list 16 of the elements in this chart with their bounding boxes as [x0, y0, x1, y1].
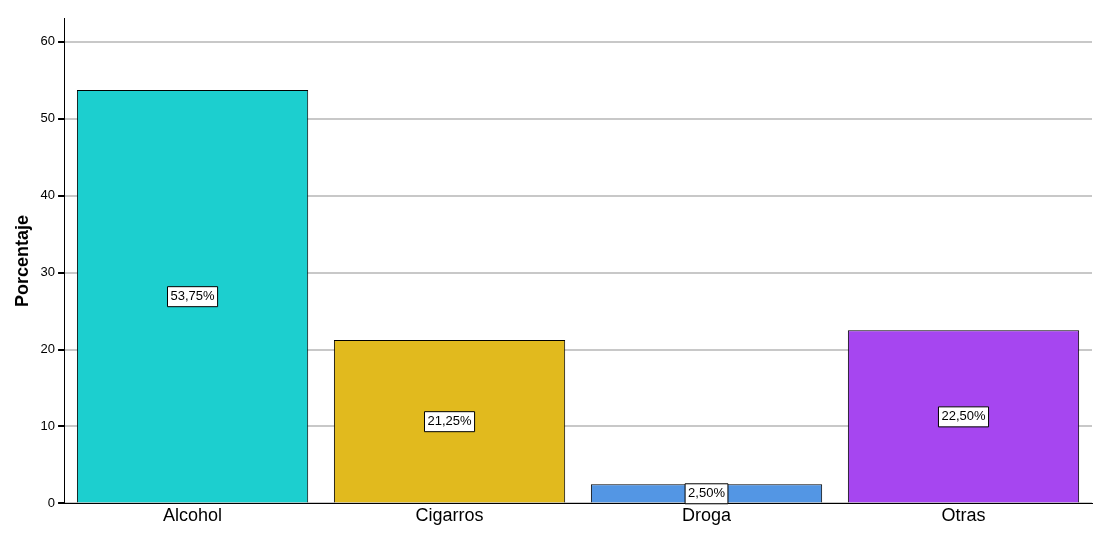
data-label: 53,75% [170, 288, 216, 304]
y-tick-label: 30 [40, 264, 56, 280]
data-label: 21,25% [427, 413, 473, 429]
y-axis-title: Porcentaje [11, 215, 32, 308]
x-tick-label: Cigarros [415, 505, 484, 526]
y-tick-label: 0 [47, 494, 56, 510]
x-tick-label: Droga [682, 505, 733, 526]
y-tick-label: 50 [40, 110, 56, 126]
y-tick-label: 60 [40, 33, 56, 49]
y-tick-label: 20 [40, 341, 56, 357]
data-label: 22,50% [941, 408, 986, 424]
x-tick-label: Otras [941, 505, 986, 526]
y-tick-label: 40 [40, 187, 56, 203]
data-label: 2,50% [688, 485, 726, 501]
x-tick-label: Alcohol [163, 505, 223, 526]
y-tick-label: 10 [40, 418, 56, 434]
